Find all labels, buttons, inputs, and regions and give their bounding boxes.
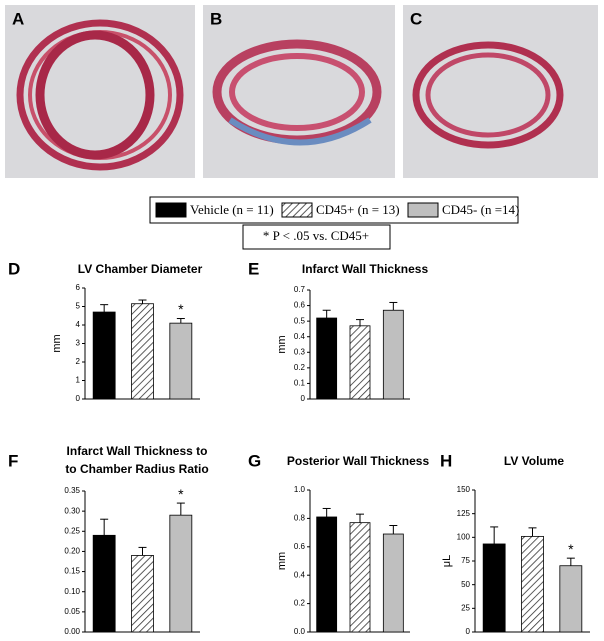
y-tick-label: 4: [76, 320, 81, 329]
y-tick-label: 2: [76, 357, 81, 366]
y-tick-label: 1.0: [294, 485, 306, 494]
y-tick-label: 0.1: [294, 379, 306, 388]
y-tick-label: 125: [457, 509, 471, 518]
y-axis-label: mm: [51, 334, 63, 352]
histology-a: [5, 5, 195, 178]
significance-note: * P < .05 vs. CD45+: [263, 228, 369, 243]
y-tick-label: 0.6: [294, 542, 306, 551]
y-tick-label: 0.3: [294, 347, 306, 356]
chart-title: Posterior Wall Thickness: [287, 454, 430, 468]
y-tick-label: 6: [76, 283, 81, 292]
chart-title: Infarct Wall Thickness: [302, 262, 429, 276]
y-tick-label: 0.7: [294, 285, 306, 294]
y-tick-label: 0.30: [64, 506, 80, 515]
y-tick-label: 0.35: [64, 486, 80, 495]
y-tick-label: 0.25: [64, 526, 80, 535]
panel-letter: H: [440, 451, 452, 470]
image-label: C: [410, 9, 422, 28]
y-tick-label: 25: [461, 603, 470, 612]
y-tick-label: 0: [76, 394, 81, 403]
panel-letter: F: [8, 451, 18, 470]
y-tick-label: 0.15: [64, 567, 80, 576]
y-tick-label: 75: [461, 556, 470, 565]
chart-title: LV Volume: [504, 454, 565, 468]
y-tick-label: 0.2: [294, 599, 306, 608]
bar: [169, 322, 193, 400]
chart-title: to Chamber Radius Ratio: [65, 462, 208, 476]
y-axis-label: μL: [441, 555, 453, 567]
y-tick-label: 50: [461, 580, 470, 589]
bar: [131, 303, 154, 400]
bar: [316, 516, 338, 633]
y-axis-label: mm: [276, 335, 288, 353]
bar: [131, 555, 154, 633]
legend-swatch: [407, 202, 439, 218]
y-tick-label: 0.6: [294, 301, 306, 310]
y-tick-label: 0.5: [294, 316, 306, 325]
y-tick-label: 0: [301, 394, 306, 403]
y-tick-label: 0.8: [294, 514, 306, 523]
image-label: B: [210, 9, 222, 28]
legend-label: CD45+ (n = 13): [316, 202, 400, 217]
y-tick-label: 0.4: [294, 332, 306, 341]
legend-swatch: [281, 202, 313, 218]
chart-title: Infarct Wall Thickness to: [67, 444, 208, 458]
panel-letter: G: [248, 451, 261, 470]
histology-b: [203, 5, 395, 178]
panel-letter: E: [248, 259, 259, 278]
bar: [382, 533, 404, 633]
y-tick-label: 0.05: [64, 607, 80, 616]
y-tick-label: 0.00: [64, 627, 80, 636]
bar: [316, 317, 338, 400]
significance-mark: *: [178, 486, 184, 502]
histology-c: [403, 5, 598, 178]
bar: [92, 534, 116, 633]
bar: [349, 325, 371, 400]
bar: [349, 522, 371, 633]
y-tick-label: 1: [76, 376, 81, 385]
y-tick-label: 0.10: [64, 587, 80, 596]
y-tick-label: 0.2: [294, 363, 306, 372]
legend-label: Vehicle (n = 11): [190, 202, 274, 217]
legend-box: [149, 196, 519, 224]
legend-swatch: [155, 202, 187, 218]
y-tick-label: 0.4: [294, 570, 306, 579]
y-tick-label: 5: [76, 302, 81, 311]
bar: [92, 311, 116, 400]
y-tick-label: 0.0: [294, 627, 306, 636]
bar: [559, 565, 583, 633]
bar: [521, 535, 544, 633]
y-axis-label: mm: [276, 552, 288, 570]
bar: [169, 514, 193, 633]
y-tick-label: 3: [76, 339, 81, 348]
significance-mark: *: [568, 541, 574, 557]
y-tick-label: 150: [457, 485, 471, 494]
significance-mark: *: [178, 301, 184, 317]
panel-letter: D: [8, 259, 20, 278]
y-tick-label: 0: [466, 627, 471, 636]
bar: [482, 543, 506, 633]
image-label: A: [12, 9, 24, 28]
y-tick-label: 100: [457, 532, 471, 541]
chart-title: LV Chamber Diameter: [78, 262, 203, 276]
note-box: [242, 224, 391, 250]
y-tick-label: 0.20: [64, 547, 80, 556]
bar: [382, 309, 404, 400]
legend-label: CD45- (n =14): [442, 202, 519, 217]
